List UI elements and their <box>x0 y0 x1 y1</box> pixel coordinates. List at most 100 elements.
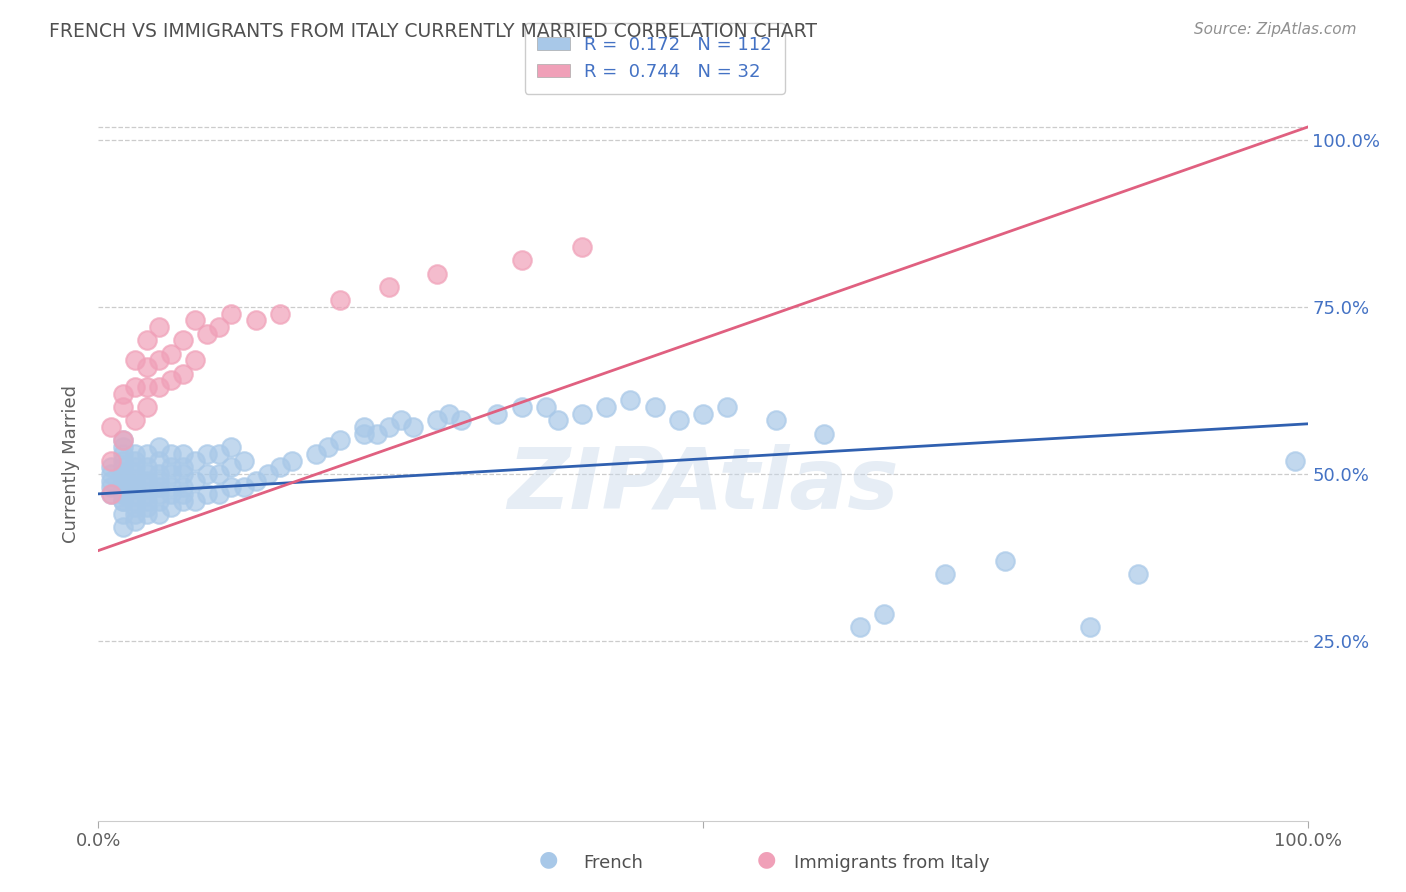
French <box>111 440 134 454</box>
French <box>813 426 835 441</box>
French <box>232 453 254 467</box>
French <box>124 480 146 494</box>
Immigrants from Italy <box>100 453 122 467</box>
French <box>135 447 157 461</box>
French <box>221 480 243 494</box>
French <box>124 514 146 528</box>
French <box>111 467 134 481</box>
French <box>111 480 134 494</box>
French <box>195 487 218 501</box>
French <box>450 413 472 427</box>
French <box>160 500 183 515</box>
Text: ZIPAtlas: ZIPAtlas <box>508 443 898 527</box>
French <box>389 413 412 427</box>
French <box>305 447 328 461</box>
French <box>184 453 207 467</box>
French <box>994 553 1017 567</box>
French <box>124 453 146 467</box>
French <box>245 474 267 488</box>
Immigrants from Italy <box>135 400 157 414</box>
French <box>547 413 569 427</box>
Immigrants from Italy <box>111 400 134 414</box>
French <box>124 487 146 501</box>
French <box>1078 620 1101 634</box>
Y-axis label: Currently Married: Currently Married <box>62 384 80 543</box>
Immigrants from Italy <box>100 420 122 434</box>
French <box>148 440 170 454</box>
French <box>135 500 157 515</box>
French <box>172 447 194 461</box>
French <box>221 440 243 454</box>
French <box>765 413 787 427</box>
French <box>111 453 134 467</box>
Text: ●: ● <box>538 850 558 870</box>
Text: Immigrants from Italy: Immigrants from Italy <box>794 855 990 872</box>
French <box>148 453 170 467</box>
French <box>316 440 339 454</box>
French <box>377 420 399 434</box>
Immigrants from Italy <box>148 320 170 334</box>
French <box>172 460 194 475</box>
French <box>148 474 170 488</box>
French <box>873 607 896 621</box>
French <box>124 460 146 475</box>
French <box>124 480 146 494</box>
French <box>208 467 231 481</box>
Immigrants from Italy <box>111 386 134 401</box>
Immigrants from Italy <box>269 307 291 321</box>
French <box>716 400 738 414</box>
French <box>644 400 666 414</box>
French <box>232 480 254 494</box>
Legend: R =  0.172   N = 112, R =  0.744   N = 32: R = 0.172 N = 112, R = 0.744 N = 32 <box>524 23 785 94</box>
French <box>135 467 157 481</box>
French <box>172 480 194 494</box>
French <box>160 487 183 501</box>
French <box>160 480 183 494</box>
French <box>111 493 134 508</box>
Immigrants from Italy <box>510 253 533 268</box>
French <box>124 447 146 461</box>
French <box>124 493 146 508</box>
Immigrants from Italy <box>111 434 134 448</box>
French <box>426 413 449 427</box>
French <box>111 447 134 461</box>
French <box>486 407 509 421</box>
French <box>148 507 170 521</box>
French <box>402 420 425 434</box>
French <box>366 426 388 441</box>
French <box>111 520 134 534</box>
French <box>135 493 157 508</box>
French <box>100 474 122 488</box>
Immigrants from Italy <box>135 360 157 375</box>
Immigrants from Italy <box>208 320 231 334</box>
Immigrants from Italy <box>172 334 194 348</box>
French <box>111 487 134 501</box>
Immigrants from Italy <box>184 313 207 327</box>
French <box>124 500 146 515</box>
French <box>111 460 134 475</box>
Immigrants from Italy <box>148 380 170 394</box>
French <box>111 493 134 508</box>
French <box>111 487 134 501</box>
Immigrants from Italy <box>124 353 146 368</box>
French <box>100 480 122 494</box>
French <box>135 480 157 494</box>
Immigrants from Italy <box>172 367 194 381</box>
French <box>184 474 207 488</box>
French <box>256 467 278 481</box>
Immigrants from Italy <box>124 380 146 394</box>
French <box>100 460 122 475</box>
French <box>195 447 218 461</box>
Immigrants from Italy <box>135 380 157 394</box>
French <box>934 566 956 581</box>
Immigrants from Italy <box>148 353 170 368</box>
French <box>692 407 714 421</box>
Text: FRENCH VS IMMIGRANTS FROM ITALY CURRENTLY MARRIED CORRELATION CHART: FRENCH VS IMMIGRANTS FROM ITALY CURRENTL… <box>49 22 817 41</box>
French <box>172 487 194 501</box>
French <box>135 460 157 475</box>
French <box>353 426 375 441</box>
French <box>437 407 460 421</box>
French <box>172 493 194 508</box>
French <box>184 493 207 508</box>
French <box>148 467 170 481</box>
